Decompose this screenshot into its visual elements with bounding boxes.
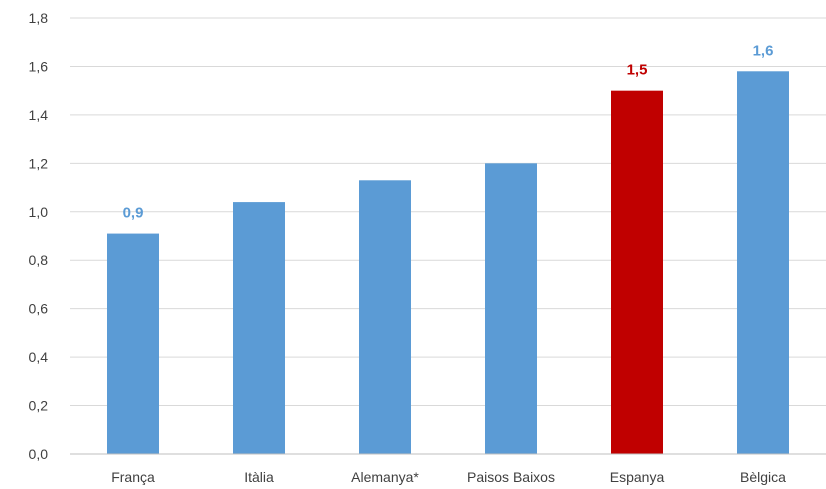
bars [107, 71, 789, 455]
bar [611, 90, 663, 455]
data-label: 0,9 [123, 205, 144, 222]
x-category-label: Bèlgica [740, 469, 786, 485]
gridlines [70, 17, 826, 407]
x-axis-category-labels: França Itàlia Alemanya* Paisos Baixos Espany… [111, 469, 786, 485]
x-category-label: Alemanya* [351, 469, 419, 485]
x-category-label: Espanya [610, 469, 665, 485]
y-tick-label: 0,4 [29, 349, 49, 365]
y-tick-label: 1,8 [29, 10, 49, 26]
y-tick-label: 1,6 [29, 58, 49, 74]
y-tick-label: 0,6 [29, 301, 49, 317]
y-tick-label: 1,4 [29, 107, 49, 123]
x-category-label: Paisos Baixos [467, 469, 555, 485]
x-category-label: França [111, 469, 155, 485]
y-tick-label: 1,2 [29, 155, 49, 171]
bar [233, 202, 285, 454]
y-axis-tick-labels: 0,0 0,2 0,4 0,6 0,8 1,0 1,2 1,4 1,6 1,8 [29, 10, 49, 462]
y-tick-label: 0,0 [29, 446, 49, 462]
y-tick-label: 1,0 [29, 204, 49, 220]
data-labels: 0,9 1,5 1,6 [123, 42, 774, 221]
bar [107, 233, 159, 454]
y-tick-label: 0,8 [29, 252, 49, 268]
bar [737, 71, 789, 455]
y-tick-label: 0,2 [29, 398, 49, 414]
x-category-label: Itàlia [244, 469, 274, 485]
data-label: 1,5 [627, 62, 648, 79]
bar [359, 180, 411, 455]
bar [485, 163, 537, 455]
data-label: 1,6 [753, 42, 774, 59]
